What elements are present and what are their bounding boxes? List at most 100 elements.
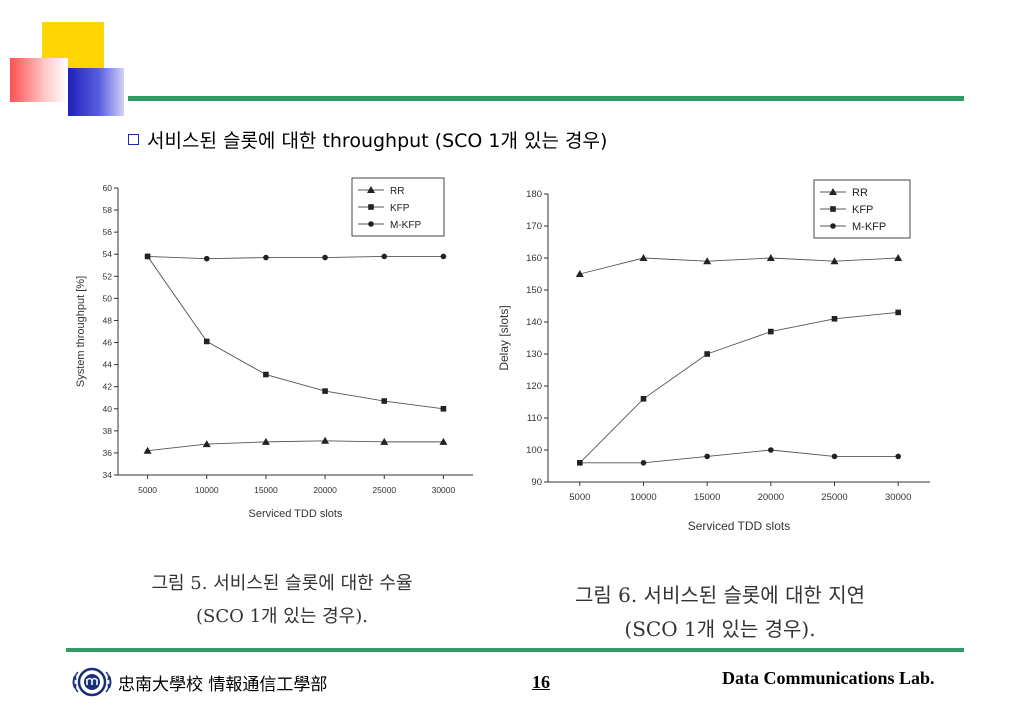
data-point-rr: [380, 437, 389, 445]
y-tick-label: 50: [103, 293, 113, 303]
footer-lab-name: Data Communications Lab.: [722, 668, 935, 688]
y-axis-label: System throughput [%]: [75, 276, 87, 387]
x-tick-label: 30000: [885, 492, 911, 503]
figure6-caption: 그림 6. 서비스된 슬롯에 대한 지연 (SCO 1개 있는 경우).: [510, 578, 930, 646]
data-point-rr: [575, 270, 584, 277]
y-tick-label: 36: [103, 448, 113, 458]
y-tick-label: 170: [526, 221, 542, 232]
data-point-m-kfp: [322, 254, 328, 261]
data-point-kfp: [895, 309, 901, 316]
data-point-m-kfp: [203, 255, 210, 262]
throughput-chart: 34 36 38 40 42 44 46 48 50 52 54 56 58 60 5000 10000 150…: [75, 177, 473, 520]
series-line-kfp: [579, 311, 899, 464]
data-point-m-kfp: [831, 453, 838, 460]
y-tick-label: 52: [103, 271, 113, 281]
data-point-rr: [143, 446, 152, 454]
data-point-rr: [439, 437, 448, 445]
legend-label: KFP: [390, 203, 410, 214]
series-line-m-kfp: [579, 449, 899, 464]
y-tick-label: 40: [103, 404, 113, 414]
data-point-m-kfp: [895, 453, 901, 460]
data-point-rr: [894, 254, 903, 261]
y-tick-label: 180: [526, 189, 542, 200]
figure5-caption-line2: (SCO 1개 있는 경우).: [195, 606, 369, 627]
legend-marker-rr: [367, 186, 375, 193]
university-logo-icon: [72, 667, 112, 697]
y-tick-label: 130: [526, 349, 542, 360]
decor-red-square: [10, 58, 68, 102]
x-tick-label: 30000: [432, 485, 456, 495]
y-tick-label: 44: [103, 360, 113, 370]
data-point-rr: [321, 436, 330, 444]
y-tick-label: 58: [103, 205, 113, 215]
data-point-kfp: [640, 396, 647, 402]
page-number: 16: [532, 672, 550, 692]
y-tick-label: 38: [103, 426, 113, 436]
data-point-kfp: [440, 405, 447, 412]
data-point-m-kfp: [381, 253, 388, 260]
data-point-rr: [261, 437, 270, 445]
bottom-divider: [66, 648, 964, 652]
figure5-caption: 그림 5. 서비스된 슬롯에 대한 수율 (SCO 1개 있는 경우).: [92, 567, 472, 633]
figure5-caption-line1: 그림 5. 서비스된 슬롯에 대한 수율: [151, 573, 413, 594]
legend-marker-kfp: [830, 206, 836, 212]
footer-department: 忠南大學校 情報通信工學部: [118, 674, 328, 695]
y-tick-label: 100: [526, 445, 542, 456]
legend-label: RR: [852, 187, 868, 199]
x-tick-label: 15000: [254, 485, 278, 495]
figure6-caption-line1: 그림 6. 서비스된 슬롯에 대한 지연: [574, 583, 866, 607]
legend-marker-kfp: [368, 204, 374, 210]
data-point-kfp: [704, 351, 710, 357]
x-axis-label: Serviced TDD slots: [688, 519, 790, 533]
data-point-rr: [766, 254, 775, 261]
y-tick-label: 46: [103, 338, 113, 348]
data-point-kfp: [381, 398, 388, 404]
x-tick-label: 5000: [138, 485, 157, 495]
footer-left: 忠南大學校 情報通信工學部: [72, 666, 327, 698]
x-tick-label: 20000: [313, 485, 337, 495]
y-tick-label: 54: [103, 249, 113, 259]
x-tick-label: 25000: [821, 492, 847, 503]
x-tick-label: 5000: [569, 492, 590, 503]
y-axis-label: Delay [slots]: [497, 305, 511, 370]
series-line-kfp: [147, 256, 444, 410]
legend-label: RR: [390, 186, 404, 197]
data-point-m-kfp: [768, 447, 774, 453]
y-tick-label: 150: [526, 285, 542, 296]
figure6-caption-line2: (SCO 1개 있는 경우).: [624, 617, 816, 641]
series-line-rr: [147, 440, 444, 452]
x-tick-label: 10000: [195, 485, 219, 495]
y-tick-label: 48: [103, 315, 113, 325]
legend-marker-m-kfp: [368, 221, 374, 227]
data-point-kfp: [203, 338, 210, 345]
x-tick-label: 20000: [758, 492, 784, 503]
y-tick-label: 56: [103, 227, 113, 237]
legend-marker-rr: [829, 188, 837, 195]
data-point-kfp: [831, 316, 838, 322]
legend-label: KFP: [852, 204, 873, 216]
x-tick-label: 10000: [630, 492, 656, 503]
series-line-m-kfp: [147, 255, 444, 260]
data-point-m-kfp: [144, 253, 151, 260]
top-divider: [128, 96, 964, 101]
delay-chart: 90 100 110 120 130 140 150 160 170 180 5000 10000 15…: [497, 179, 930, 533]
y-tick-label: 42: [103, 382, 113, 392]
data-point-kfp: [768, 328, 774, 335]
y-tick-label: 120: [526, 381, 542, 392]
data-point-rr: [703, 257, 712, 265]
data-point-kfp: [263, 371, 269, 378]
data-point-rr: [202, 440, 211, 448]
y-tick-label: 110: [527, 413, 542, 424]
data-point-m-kfp: [704, 453, 710, 460]
y-tick-label: 60: [103, 183, 113, 193]
slide-heading: 서비스된 슬롯에 대한 throughput (SCO 1개 있는 경우): [128, 126, 607, 153]
y-tick-label: 90: [531, 477, 542, 488]
series-line-rr: [579, 257, 899, 275]
data-point-m-kfp: [440, 253, 447, 260]
decor-blue-square: [68, 68, 124, 116]
data-point-rr: [830, 257, 839, 265]
legend-marker-m-kfp: [830, 223, 836, 229]
x-tick-label: 15000: [694, 492, 720, 503]
x-tick-label: 25000: [372, 485, 396, 495]
data-point-m-kfp: [577, 460, 583, 466]
